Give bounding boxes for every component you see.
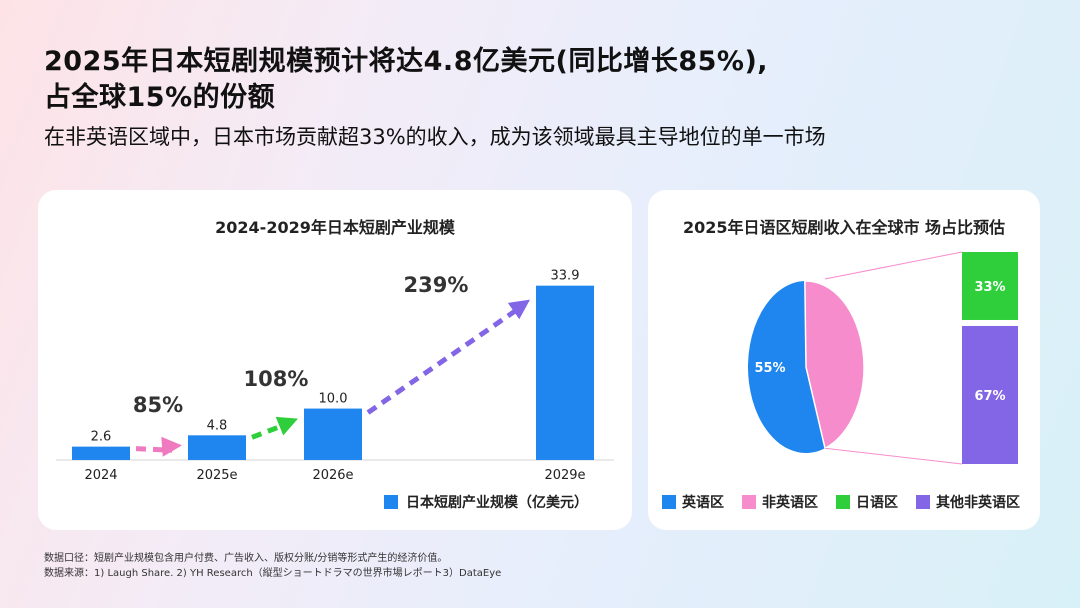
pie-chart-title: 2025年日语区短剧收入在全球市 场占比预估 — [682, 218, 1006, 237]
x-tick-label-2025e: 2025e — [196, 468, 237, 483]
x-tick-label-2024: 2024 — [84, 468, 117, 483]
pie-slice-english — [748, 281, 826, 453]
bar-chart-legend: 日本短剧产业规模（亿美元） — [384, 492, 588, 512]
growth-arrow-line-3 — [366, 305, 522, 415]
legend-item-japanese: 日语区 — [836, 492, 898, 512]
pie-label-non-english: 45% — [862, 351, 893, 366]
growth-arrow-line-2 — [251, 421, 289, 440]
x-tick-label-2029e: 2029e — [544, 468, 585, 483]
growth-arrow-head-3 — [507, 299, 530, 320]
legend-label-non-english: 非英语区 — [762, 495, 818, 511]
bar-value-label-2025e: 4.8 — [207, 418, 228, 433]
breakdown-label-other: 67% — [974, 389, 1005, 404]
bar-chart-card: 2024-2029年日本短剧产业规模 2.6 2024 4.8 2025e 10.0 20… — [38, 190, 632, 530]
pie-chart-legend: 英语区 非英语区 日语区 其他非英语区 — [662, 492, 1020, 512]
breakdown-segment-other — [962, 325, 1018, 464]
legend-label-other: 其他非英语区 — [936, 495, 1020, 511]
legend-item-english: 英语区 — [662, 492, 724, 512]
title-line-1: 2025年日本短剧规模预计将达4.8亿美元(同比增长85%), — [44, 46, 769, 77]
legend-swatch-other — [916, 495, 930, 509]
pie-chart: 55% 45% 33% 67% — [748, 251, 1018, 465]
growth-arrow-head-2 — [275, 416, 298, 436]
bar-2024 — [72, 446, 130, 460]
title-line-2: 占全球15%的份额 — [44, 82, 276, 113]
footnote-scope: 数据口径：短剧产业规模包含用户付费、广告收入、版权分账/分销等形式产生的经济价值… — [44, 553, 448, 564]
legend-swatch-bar — [384, 495, 398, 509]
bar-2026e — [304, 408, 362, 460]
bar-value-label-2029e: 33.9 — [551, 269, 580, 284]
legend-item-other: 其他非英语区 — [916, 492, 1020, 512]
bar-2025e — [188, 435, 246, 460]
legend-swatch-english — [662, 495, 676, 509]
legend-label-english: 英语区 — [682, 495, 724, 511]
legend-item-non-english: 非英语区 — [742, 492, 818, 512]
bar-chart-title: 2024-2029年日本短剧产业规模 — [215, 218, 455, 237]
growth-arrow-head-1 — [161, 436, 182, 457]
pie-chart-card: 2025年日语区短剧收入在全球市 场占比预估 55% 45% 33% 67% 英语区 … — [648, 190, 1040, 530]
bar-chart: 2.6 2024 4.8 2025e 10.0 2026e 33.9 2029e 85% 108%… — [56, 269, 614, 483]
bar-value-label-2026e: 10.0 — [319, 392, 348, 407]
footnote-sources: 数据来源：1) Laugh Share. 2) YH Research（縦型ショ… — [44, 568, 502, 579]
growth-label-2: 108% — [244, 367, 309, 391]
footnote: 数据口径：短剧产业规模包含用户付费、广告收入、版权分账/分销等形式产生的经济价值… — [44, 551, 501, 581]
x-tick-label-2026e: 2026e — [312, 468, 353, 483]
legend-label-bar: 日本短剧产业规模（亿美元） — [406, 495, 588, 511]
breakdown-segment-japanese — [962, 252, 1018, 320]
connector-line-bottom — [824, 447, 963, 465]
page-title: 2025年日本短剧规模预计将达4.8亿美元(同比增长85%), 占全球15%的份… — [44, 44, 768, 116]
bar-2029e — [536, 285, 594, 460]
legend-swatch-non-english — [742, 495, 756, 509]
legend-label-japanese: 日语区 — [856, 495, 898, 511]
pie-slice-non-english — [804, 280, 865, 450]
pie-label-english: 55% — [754, 361, 785, 376]
growth-label-3: 239% — [404, 273, 469, 297]
breakdown-label-japanese: 33% — [974, 280, 1005, 295]
legend-swatch-japanese — [836, 495, 850, 509]
growth-label-1: 85% — [133, 393, 183, 417]
page-subtitle: 在非英语区域中，日本市场贡献超33%的收入，成为该领域最具主导地位的单一市场 — [44, 125, 826, 149]
connector-line-top — [824, 251, 963, 280]
growth-arrow-line-1 — [135, 446, 173, 453]
bar-value-label-2024: 2.6 — [91, 430, 112, 445]
